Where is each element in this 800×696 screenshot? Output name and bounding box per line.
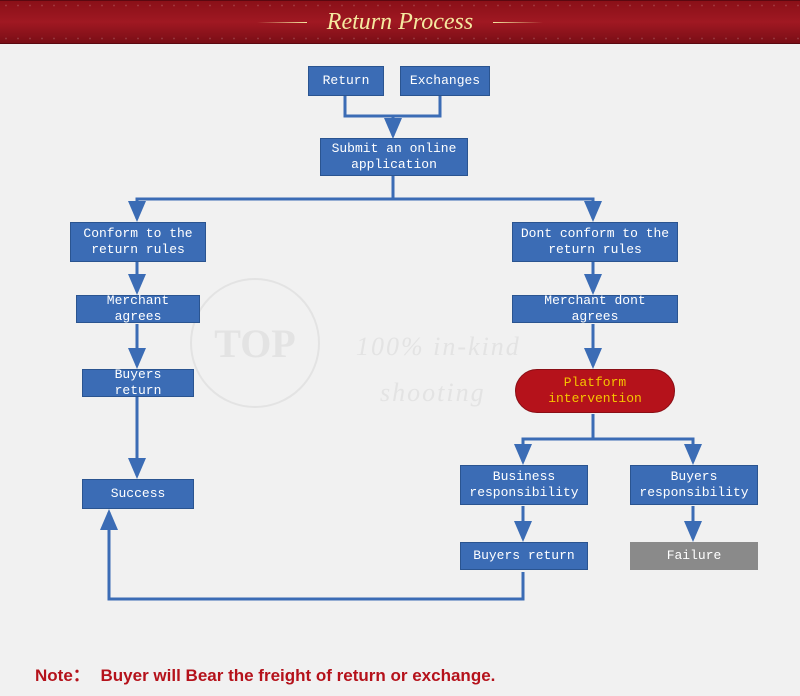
node-failure: Failure [630,542,758,570]
node-business-resp: Business responsibility [460,465,588,505]
page-title: Return Process [307,9,493,36]
node-merchant-agrees: Merchant agrees [76,295,200,323]
node-platform: Platform intervention [515,369,675,413]
node-success: Success [82,479,194,509]
node-exchanges: Exchanges [400,66,490,96]
node-submit: Submit an online application [320,138,468,176]
node-merchant-dont: Merchant dont agrees [512,295,678,323]
node-return: Return [308,66,384,96]
node-buyers-resp: Buyers responsibility [630,465,758,505]
header-banner: Return Process [0,0,800,44]
node-conform: Conform to the return rules [70,222,206,262]
node-buyers-return-left: Buyers return [82,369,194,397]
node-dont-conform: Dont conform to the return rules [512,222,678,262]
node-buyers-return-right: Buyers return [460,542,588,570]
flowchart: Return Exchanges Submit an online applic… [0,44,800,664]
